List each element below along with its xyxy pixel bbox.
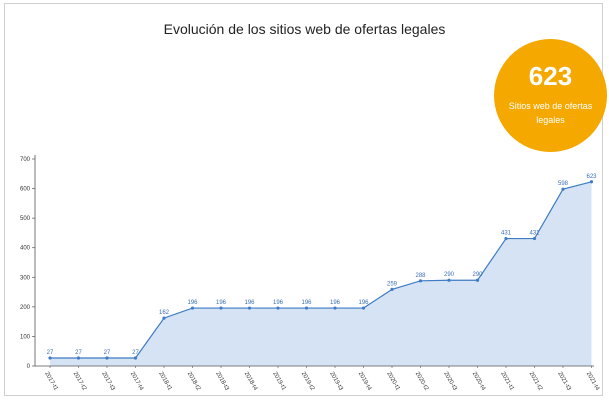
x-tick-label: 2018-t4 bbox=[243, 371, 259, 392]
x-tick-label: 2020-t3 bbox=[442, 371, 458, 392]
x-tick-label: 2019-t1 bbox=[271, 371, 287, 392]
y-tick-label: 400 bbox=[20, 246, 31, 252]
x-tick-label: 2020-t4 bbox=[471, 371, 487, 392]
data-point bbox=[504, 236, 508, 241]
y-tick-label: 100 bbox=[20, 334, 31, 340]
data-point bbox=[247, 306, 252, 310]
data-point bbox=[304, 306, 309, 310]
data-point bbox=[76, 356, 81, 360]
x-tick-label: 2019-t3 bbox=[328, 371, 344, 392]
x-tick-label: 2018-t2 bbox=[186, 371, 202, 392]
y-tick-label: 200 bbox=[20, 305, 31, 311]
data-label: 288 bbox=[415, 273, 426, 279]
data-label: 431 bbox=[529, 231, 540, 237]
data-label: 27 bbox=[47, 350, 54, 356]
x-tick-label: 2017-t2 bbox=[72, 371, 88, 392]
data-label: 290 bbox=[444, 272, 455, 278]
data-label: 259 bbox=[387, 281, 398, 287]
x-tick-label: 2018-t1 bbox=[157, 371, 173, 392]
data-label: 431 bbox=[501, 231, 512, 237]
chart-title: Evolución de los sitios web de ofertas l… bbox=[163, 21, 446, 37]
data-point bbox=[276, 306, 280, 310]
data-label: 196 bbox=[358, 300, 369, 306]
x-tick-label: 2017-t3 bbox=[100, 371, 116, 392]
x-tick-label: 2017-t1 bbox=[43, 371, 59, 392]
x-tick-label: 2019-t4 bbox=[357, 371, 373, 392]
data-point bbox=[418, 279, 423, 283]
data-label: 27 bbox=[104, 350, 111, 356]
data-label: 290 bbox=[472, 272, 483, 278]
data-point bbox=[390, 287, 394, 292]
data-label: 196 bbox=[216, 300, 227, 306]
x-tick-label: 2021-t4 bbox=[585, 371, 601, 392]
data-label: 196 bbox=[244, 300, 255, 306]
x-tick-label: 2021-t3 bbox=[556, 371, 572, 392]
data-point bbox=[133, 356, 138, 360]
data-point bbox=[589, 180, 594, 184]
data-point bbox=[333, 306, 337, 310]
data-point bbox=[48, 356, 52, 360]
data-label: 27 bbox=[132, 350, 139, 356]
data-point bbox=[561, 187, 565, 191]
data-point bbox=[219, 306, 223, 310]
x-tick-label: 2020-t1 bbox=[385, 371, 401, 392]
y-tick-label: 700 bbox=[20, 157, 31, 163]
x-tick-label: 2020-t2 bbox=[414, 371, 430, 392]
series-area bbox=[50, 181, 592, 366]
x-tick-label: 2019-t2 bbox=[300, 371, 316, 392]
data-point bbox=[105, 356, 109, 360]
data-label: 162 bbox=[159, 310, 170, 316]
y-tick-label: 0 bbox=[27, 364, 31, 370]
data-label: 196 bbox=[330, 300, 341, 306]
data-label: 196 bbox=[187, 300, 198, 306]
data-point bbox=[190, 306, 195, 310]
x-tick-label: 2021-t1 bbox=[499, 371, 515, 392]
data-label: 196 bbox=[273, 300, 284, 306]
data-point bbox=[361, 306, 366, 310]
series-line bbox=[50, 181, 592, 359]
x-tick-label: 2018-t3 bbox=[214, 371, 230, 392]
x-tick-label: 2021-t2 bbox=[528, 371, 544, 392]
data-label: 196 bbox=[301, 300, 312, 306]
total-badge: 623 Sitios web de ofertas legales bbox=[494, 39, 607, 152]
data-point bbox=[475, 278, 480, 282]
badge-label: Sitios web de ofertas legales bbox=[508, 101, 593, 125]
data-point bbox=[532, 236, 537, 241]
x-tick-label: 2017-t4 bbox=[129, 371, 145, 392]
y-tick-label: 600 bbox=[20, 187, 31, 193]
data-point bbox=[162, 316, 166, 320]
data-label: 598 bbox=[558, 181, 569, 187]
data-point bbox=[447, 278, 451, 282]
y-tick-label: 500 bbox=[20, 216, 31, 222]
data-label: 623 bbox=[586, 174, 597, 180]
data-label: 27 bbox=[75, 350, 82, 356]
y-tick-label: 300 bbox=[20, 275, 31, 281]
badge-value: 623 bbox=[528, 61, 573, 91]
